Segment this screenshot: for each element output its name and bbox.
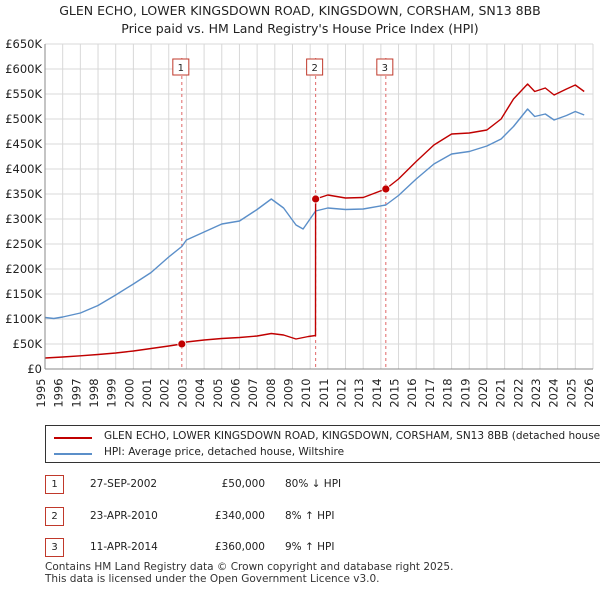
sale-number-badge: 2 <box>45 507 64 526</box>
x-tick-label: 2005 <box>211 378 225 407</box>
x-tick-label: 2019 <box>458 378 472 407</box>
y-tick-label: £350K <box>5 187 42 201</box>
y-tick-label: £500K <box>5 112 42 126</box>
x-tick-label: 2008 <box>264 378 278 407</box>
x-tick-label: 2017 <box>423 378 437 407</box>
x-tick-label: 2012 <box>335 378 349 407</box>
sale-number-badge: 3 <box>45 538 64 557</box>
y-tick-label: £0 <box>27 362 42 376</box>
sale-point <box>311 194 321 204</box>
x-tick-label: 2022 <box>511 378 525 407</box>
sale-point <box>177 339 187 349</box>
x-tick-label: 2004 <box>193 378 207 407</box>
sale-badge-label: 2 <box>311 63 317 74</box>
sale-badge <box>306 58 324 76</box>
sale-badge-label: 3 <box>382 63 388 74</box>
y-tick-label: £600K <box>5 62 42 76</box>
footer-licence: This data is licensed under the Open Gov… <box>45 573 380 585</box>
legend-property-label: GLEN ECHO, LOWER KINGSDOWN ROAD, KINGSDO… <box>104 430 600 442</box>
y-tick-label: £550K <box>5 87 42 101</box>
legend-property-swatch <box>54 437 92 439</box>
sale-date: 23-APR-2010 <box>90 510 158 522</box>
sale-badge <box>172 58 190 76</box>
price-chart: £0 £50K £100K £150K £200K £250K £300K £350K £400… <box>5 37 596 408</box>
plot-area <box>45 44 593 369</box>
x-tick-label: 2011 <box>317 378 331 407</box>
x-tick-label: 2018 <box>441 378 455 407</box>
legend-hpi-label: HPI: Average price, detached house, Wilt… <box>104 446 345 458</box>
sale-date: 11-APR-2014 <box>90 541 158 553</box>
sale-hpi-comparison: 80% ↓ HPI <box>285 478 342 490</box>
sale-hpi-comparison: 9% ↑ HPI <box>285 541 335 553</box>
x-tick-label: 2007 <box>246 378 260 407</box>
chart-subtitle: Price paid vs. HM Land Registry's House … <box>121 21 479 36</box>
x-tick-label: 2009 <box>281 378 295 407</box>
x-tick-label: 1996 <box>52 378 66 407</box>
sale-price: £50,000 <box>221 478 265 490</box>
x-tick-label: 2024 <box>547 378 561 407</box>
sale-badge <box>376 58 394 76</box>
sale-number-badge: 1 <box>45 475 64 494</box>
y-tick-label: £450K <box>5 137 42 151</box>
x-tick-label: 2020 <box>476 378 490 407</box>
x-tick-label: 2023 <box>529 378 543 407</box>
legend: GLEN ECHO, LOWER KINGSDOWN ROAD, KINGSDO… <box>45 425 600 463</box>
sale-point <box>381 184 391 194</box>
x-tick-label: 2026 <box>582 378 596 407</box>
sale-hpi-comparison: 8% ↑ HPI <box>285 510 335 522</box>
x-tick-label: 2001 <box>140 378 154 407</box>
x-tick-label: 2021 <box>494 378 508 407</box>
x-tick-label: 2003 <box>175 378 189 407</box>
sale-date: 27-SEP-2002 <box>90 478 158 490</box>
legend-hpi-swatch <box>54 453 92 455</box>
x-tick-label: 1998 <box>87 378 101 407</box>
x-tick-label: 2010 <box>299 378 313 407</box>
x-tick-label: 1997 <box>69 378 83 407</box>
x-tick-label: 2014 <box>370 378 384 407</box>
y-tick-label: £200K <box>5 262 42 276</box>
y-tick-label: £250K <box>5 237 42 251</box>
x-tick-label: 1995 <box>34 378 48 407</box>
sale-price: £340,000 <box>214 510 265 522</box>
footer-copyright: Contains HM Land Registry data © Crown c… <box>45 561 454 573</box>
y-tick-label: £50K <box>13 337 43 351</box>
sale-price: £360,000 <box>214 541 265 553</box>
chart-title: GLEN ECHO, LOWER KINGSDOWN ROAD, KINGSDO… <box>59 3 541 18</box>
sale-badge-label: 1 <box>178 63 184 74</box>
y-tick-label: £650K <box>5 37 42 51</box>
y-tick-label: £100K <box>5 312 42 326</box>
x-tick-label: 2025 <box>564 378 578 407</box>
y-tick-label: £400K <box>5 162 42 176</box>
x-tick-label: 1999 <box>105 378 119 407</box>
x-tick-label: 2016 <box>405 378 419 407</box>
x-tick-label: 2013 <box>352 378 366 407</box>
x-tick-label: 2006 <box>228 378 242 407</box>
x-tick-label: 2015 <box>388 378 402 407</box>
x-tick-label: 2002 <box>158 378 172 407</box>
x-tick-label: 2000 <box>122 378 136 407</box>
y-tick-label: £150K <box>5 287 42 301</box>
y-tick-label: £300K <box>5 212 42 226</box>
